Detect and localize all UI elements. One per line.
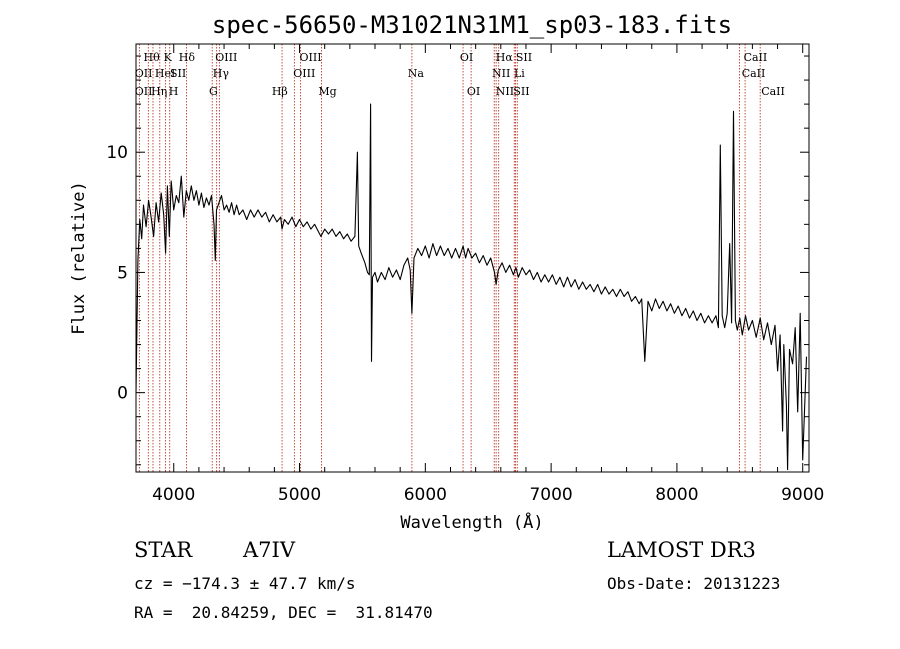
line-label-11: SII xyxy=(170,67,186,80)
y-tick-label-10: 10 xyxy=(106,143,128,163)
line-label-26: SII xyxy=(513,85,529,98)
axis-ticks: 4000 5000 6000 7000 8000 9000 0 5 10 xyxy=(106,44,824,505)
y-tick-label-5: 5 xyxy=(117,263,128,283)
y-tick-label-0: 0 xyxy=(117,384,128,404)
chart-title: spec-56650-M31021N31M1_sp03-183.fits xyxy=(212,11,732,39)
line-label-2: Hδ xyxy=(179,51,196,64)
line-label-4: OIII xyxy=(300,51,322,64)
line-label-9: OII xyxy=(135,67,153,80)
line-label-15: NII xyxy=(492,67,510,80)
survey-name: LAMOST DR3 xyxy=(607,538,756,562)
line-label-10: HeI xyxy=(155,67,175,80)
line-label-18: OII xyxy=(135,85,153,98)
line-label-12: Hγ xyxy=(213,67,230,80)
line-label-3: OIII xyxy=(215,51,237,64)
line-markers xyxy=(138,44,761,472)
line-label-5: OI xyxy=(460,51,473,64)
line-label-21: G xyxy=(209,85,218,98)
line-label-14: Na xyxy=(408,67,425,80)
x-tick-label-7000: 7000 xyxy=(529,485,572,505)
spectrum-line xyxy=(135,103,808,471)
line-label-25: NII xyxy=(496,85,514,98)
line-label-13: OIII xyxy=(293,67,315,80)
x-tick-label-9000: 9000 xyxy=(781,485,824,505)
line-label-1: K xyxy=(164,51,173,64)
coordinates: RA = 20.84259, DEC = 31.81470 xyxy=(134,603,433,622)
x-tick-label-6000: 6000 xyxy=(404,485,447,505)
line-label-0: Hθ xyxy=(144,51,161,64)
line-label-8: CaII xyxy=(744,51,768,64)
line-label-24: OI xyxy=(467,85,480,98)
plot-frame xyxy=(135,43,810,473)
line-label-19: Hη xyxy=(151,85,167,98)
x-tick-label-8000: 8000 xyxy=(655,485,698,505)
line-label-7: SII xyxy=(516,51,532,64)
object-class: STAR xyxy=(134,538,193,562)
line-label-22: Hβ xyxy=(272,85,288,98)
x-tick-label-5000: 5000 xyxy=(278,485,321,505)
subclass: A7IV xyxy=(243,538,295,562)
line-label-6: Hα xyxy=(496,51,514,64)
line-label-16: Li xyxy=(514,67,525,80)
y-axis-label: Flux (relative) xyxy=(69,181,89,335)
observation-date: Obs-Date: 20131223 xyxy=(607,574,781,593)
redshift-velocity: cz = −174.3 ± 47.7 km/s xyxy=(134,574,356,593)
line-label-20: H xyxy=(169,85,179,98)
line-label-23: Mg xyxy=(318,85,336,98)
line-label-27: CaII xyxy=(761,85,785,98)
x-tick-label-4000: 4000 xyxy=(152,485,195,505)
line-label-17: CaII xyxy=(742,67,766,80)
x-axis-label: Wavelength (Å) xyxy=(400,511,543,533)
